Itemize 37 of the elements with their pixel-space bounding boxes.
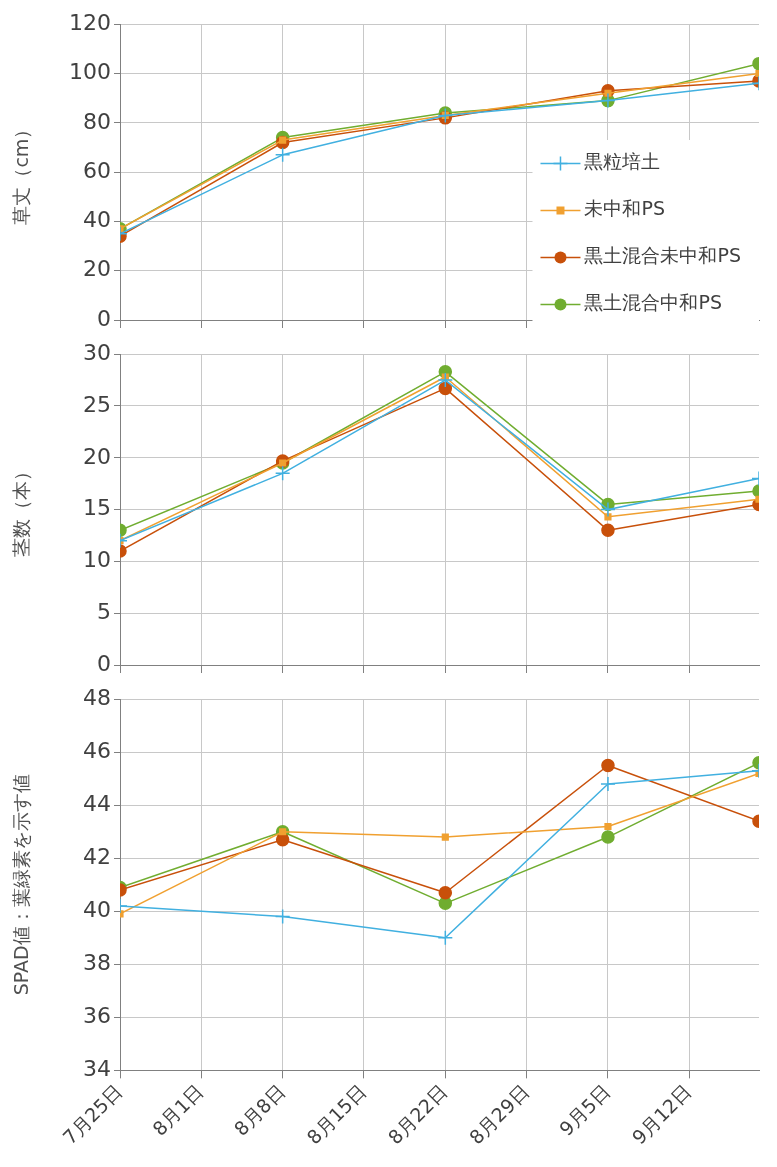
y-tick-label: 20	[83, 256, 111, 282]
y-tick-label: 15	[83, 495, 111, 521]
y-axis-title: 茎数（本）	[10, 462, 33, 558]
y-tick-label: 42	[83, 843, 111, 869]
y-tick-label: 0	[97, 305, 111, 331]
y-tick-label: 44	[83, 790, 111, 816]
y-tick-label: 40	[83, 897, 111, 923]
x-tick-label: 8月22日	[383, 1080, 452, 1149]
y-tick-label: 38	[83, 950, 111, 976]
y-tick-label: 25	[83, 391, 111, 417]
x-tick-label: 9月5日	[554, 1080, 615, 1140]
y-axis-title: SPAD値：葉緑素を示す値	[10, 774, 33, 996]
y-tick-label: 60	[83, 157, 111, 183]
x-tick-label: 7月25日	[58, 1080, 127, 1149]
y-tick-label: 20	[83, 443, 111, 469]
legend-label: 未中和PS	[584, 197, 666, 220]
y-tick-label: 80	[83, 108, 111, 134]
x-tick-label: 8月15日	[302, 1080, 371, 1149]
x-tick-label: 8月8日	[229, 1080, 289, 1140]
y-tick-label: 0	[97, 650, 111, 676]
y-tick-label: 100	[69, 59, 111, 85]
legend-label: 黒土混合中和PS	[584, 291, 723, 314]
y-axis-title: 草丈（cm）	[10, 119, 33, 225]
y-tick-label: 34	[83, 1056, 111, 1082]
y-tick-label: 48	[83, 684, 111, 710]
x-tick-label: 8月29日	[464, 1080, 533, 1149]
x-tick-label: 9月12日	[627, 1080, 696, 1149]
y-tick-label: 10	[83, 547, 111, 573]
y-tick-label: 36	[83, 1003, 111, 1029]
x-tick-label: 8月1日	[148, 1080, 208, 1140]
legend-label: 黒粒培土	[584, 150, 661, 173]
y-tick-label: 5	[97, 598, 111, 624]
y-tick-label: 30	[83, 339, 111, 365]
y-tick-label: 46	[83, 737, 111, 763]
y-tick-label: 40	[83, 207, 111, 233]
y-tick-label: 120	[69, 9, 111, 35]
legend-label: 黒土混合未中和PS	[584, 244, 742, 267]
